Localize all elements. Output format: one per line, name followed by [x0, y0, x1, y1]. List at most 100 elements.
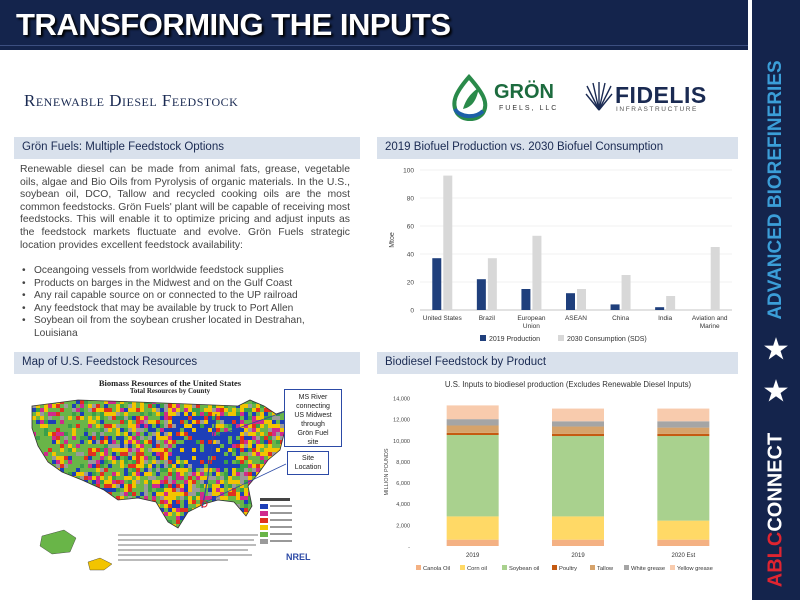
county-cell: [44, 472, 48, 476]
county-cell: [248, 408, 252, 412]
county-cell: [184, 444, 188, 448]
county-cell: [116, 432, 120, 436]
county-cell: [220, 436, 224, 440]
county-cell: [228, 516, 232, 520]
county-cell: [32, 440, 36, 444]
county-cell: [80, 492, 84, 496]
county-cell: [80, 504, 84, 508]
county-cell: [148, 528, 152, 532]
county-cell: [188, 420, 192, 424]
county-cell: [204, 448, 208, 452]
county-cell: [268, 412, 272, 416]
county-cell: [164, 484, 168, 488]
county-cell: [112, 436, 116, 440]
county-cell: [176, 524, 180, 528]
county-cell: [100, 404, 104, 408]
county-cell: [208, 420, 212, 424]
county-cell: [88, 444, 92, 448]
county-cell: [60, 524, 64, 528]
county-cell: [168, 416, 172, 420]
county-cell: [124, 528, 128, 532]
county-cell: [136, 444, 140, 448]
county-cell: [172, 468, 176, 472]
county-cell: [124, 440, 128, 444]
county-cell: [192, 424, 196, 428]
county-cell: [160, 444, 164, 448]
county-cell: [76, 468, 80, 472]
county-cell: [248, 412, 252, 416]
x-tick-label: Marine: [700, 323, 720, 330]
county-cell: [140, 464, 144, 468]
county-cell: [188, 504, 192, 508]
county-cell: [72, 524, 76, 528]
county-cell: [144, 468, 148, 472]
county-cell: [256, 452, 260, 456]
county-cell: [164, 440, 168, 444]
county-cell: [252, 396, 256, 400]
county-cell: [40, 512, 44, 516]
legend-swatch: [590, 565, 595, 570]
county-cell: [240, 412, 244, 416]
county-cell: [104, 480, 108, 484]
county-cell: [40, 436, 44, 440]
county-cell: [132, 480, 136, 484]
county-cell: [272, 464, 276, 468]
county-cell: [220, 408, 224, 412]
county-cell: [128, 440, 132, 444]
county-cell: [128, 436, 132, 440]
county-cell: [256, 424, 260, 428]
county-cell: [108, 432, 112, 436]
county-cell: [156, 444, 160, 448]
county-cell: [240, 396, 244, 400]
county-cell: [76, 408, 80, 412]
county-cell: [208, 476, 212, 480]
county-cell: [140, 452, 144, 456]
county-cell: [224, 524, 228, 528]
county-cell: [180, 472, 184, 476]
county-cell: [92, 464, 96, 468]
county-cell: [52, 468, 56, 472]
county-cell: [228, 396, 232, 400]
county-cell: [208, 484, 212, 488]
county-cell: [140, 440, 144, 444]
county-cell: [156, 484, 160, 488]
county-cell: [112, 464, 116, 468]
county-cell: [108, 428, 112, 432]
county-cell: [228, 424, 232, 428]
county-cell: [244, 492, 248, 496]
county-cell: [236, 448, 240, 452]
county-cell: [264, 408, 268, 412]
county-cell: [100, 484, 104, 488]
county-cell: [140, 476, 144, 480]
county-cell: [248, 424, 252, 428]
county-cell: [188, 512, 192, 516]
county-cell: [168, 432, 172, 436]
county-cell: [88, 520, 92, 524]
county-cell: [244, 448, 248, 452]
county-cell: [128, 396, 132, 400]
county-cell: [120, 484, 124, 488]
county-cell: [248, 396, 252, 400]
county-cell: [144, 404, 148, 408]
county-cell: [80, 516, 84, 520]
county-cell: [204, 492, 208, 496]
county-cell: [224, 436, 228, 440]
county-cell: [44, 432, 48, 436]
county-cell: [156, 476, 160, 480]
county-cell: [104, 408, 108, 412]
county-cell: [80, 416, 84, 420]
county-cell: [68, 524, 72, 528]
county-cell: [68, 396, 72, 400]
county-cell: [188, 492, 192, 496]
county-cell: [132, 468, 136, 472]
county-cell: [280, 476, 284, 480]
county-cell: [76, 424, 80, 428]
county-cell: [272, 440, 276, 444]
county-cell: [196, 492, 200, 496]
county-cell: [240, 528, 244, 532]
county-cell: [116, 444, 120, 448]
county-cell: [172, 496, 176, 500]
county-cell: [120, 448, 124, 452]
county-cell: [104, 528, 108, 532]
county-cell: [204, 404, 208, 408]
